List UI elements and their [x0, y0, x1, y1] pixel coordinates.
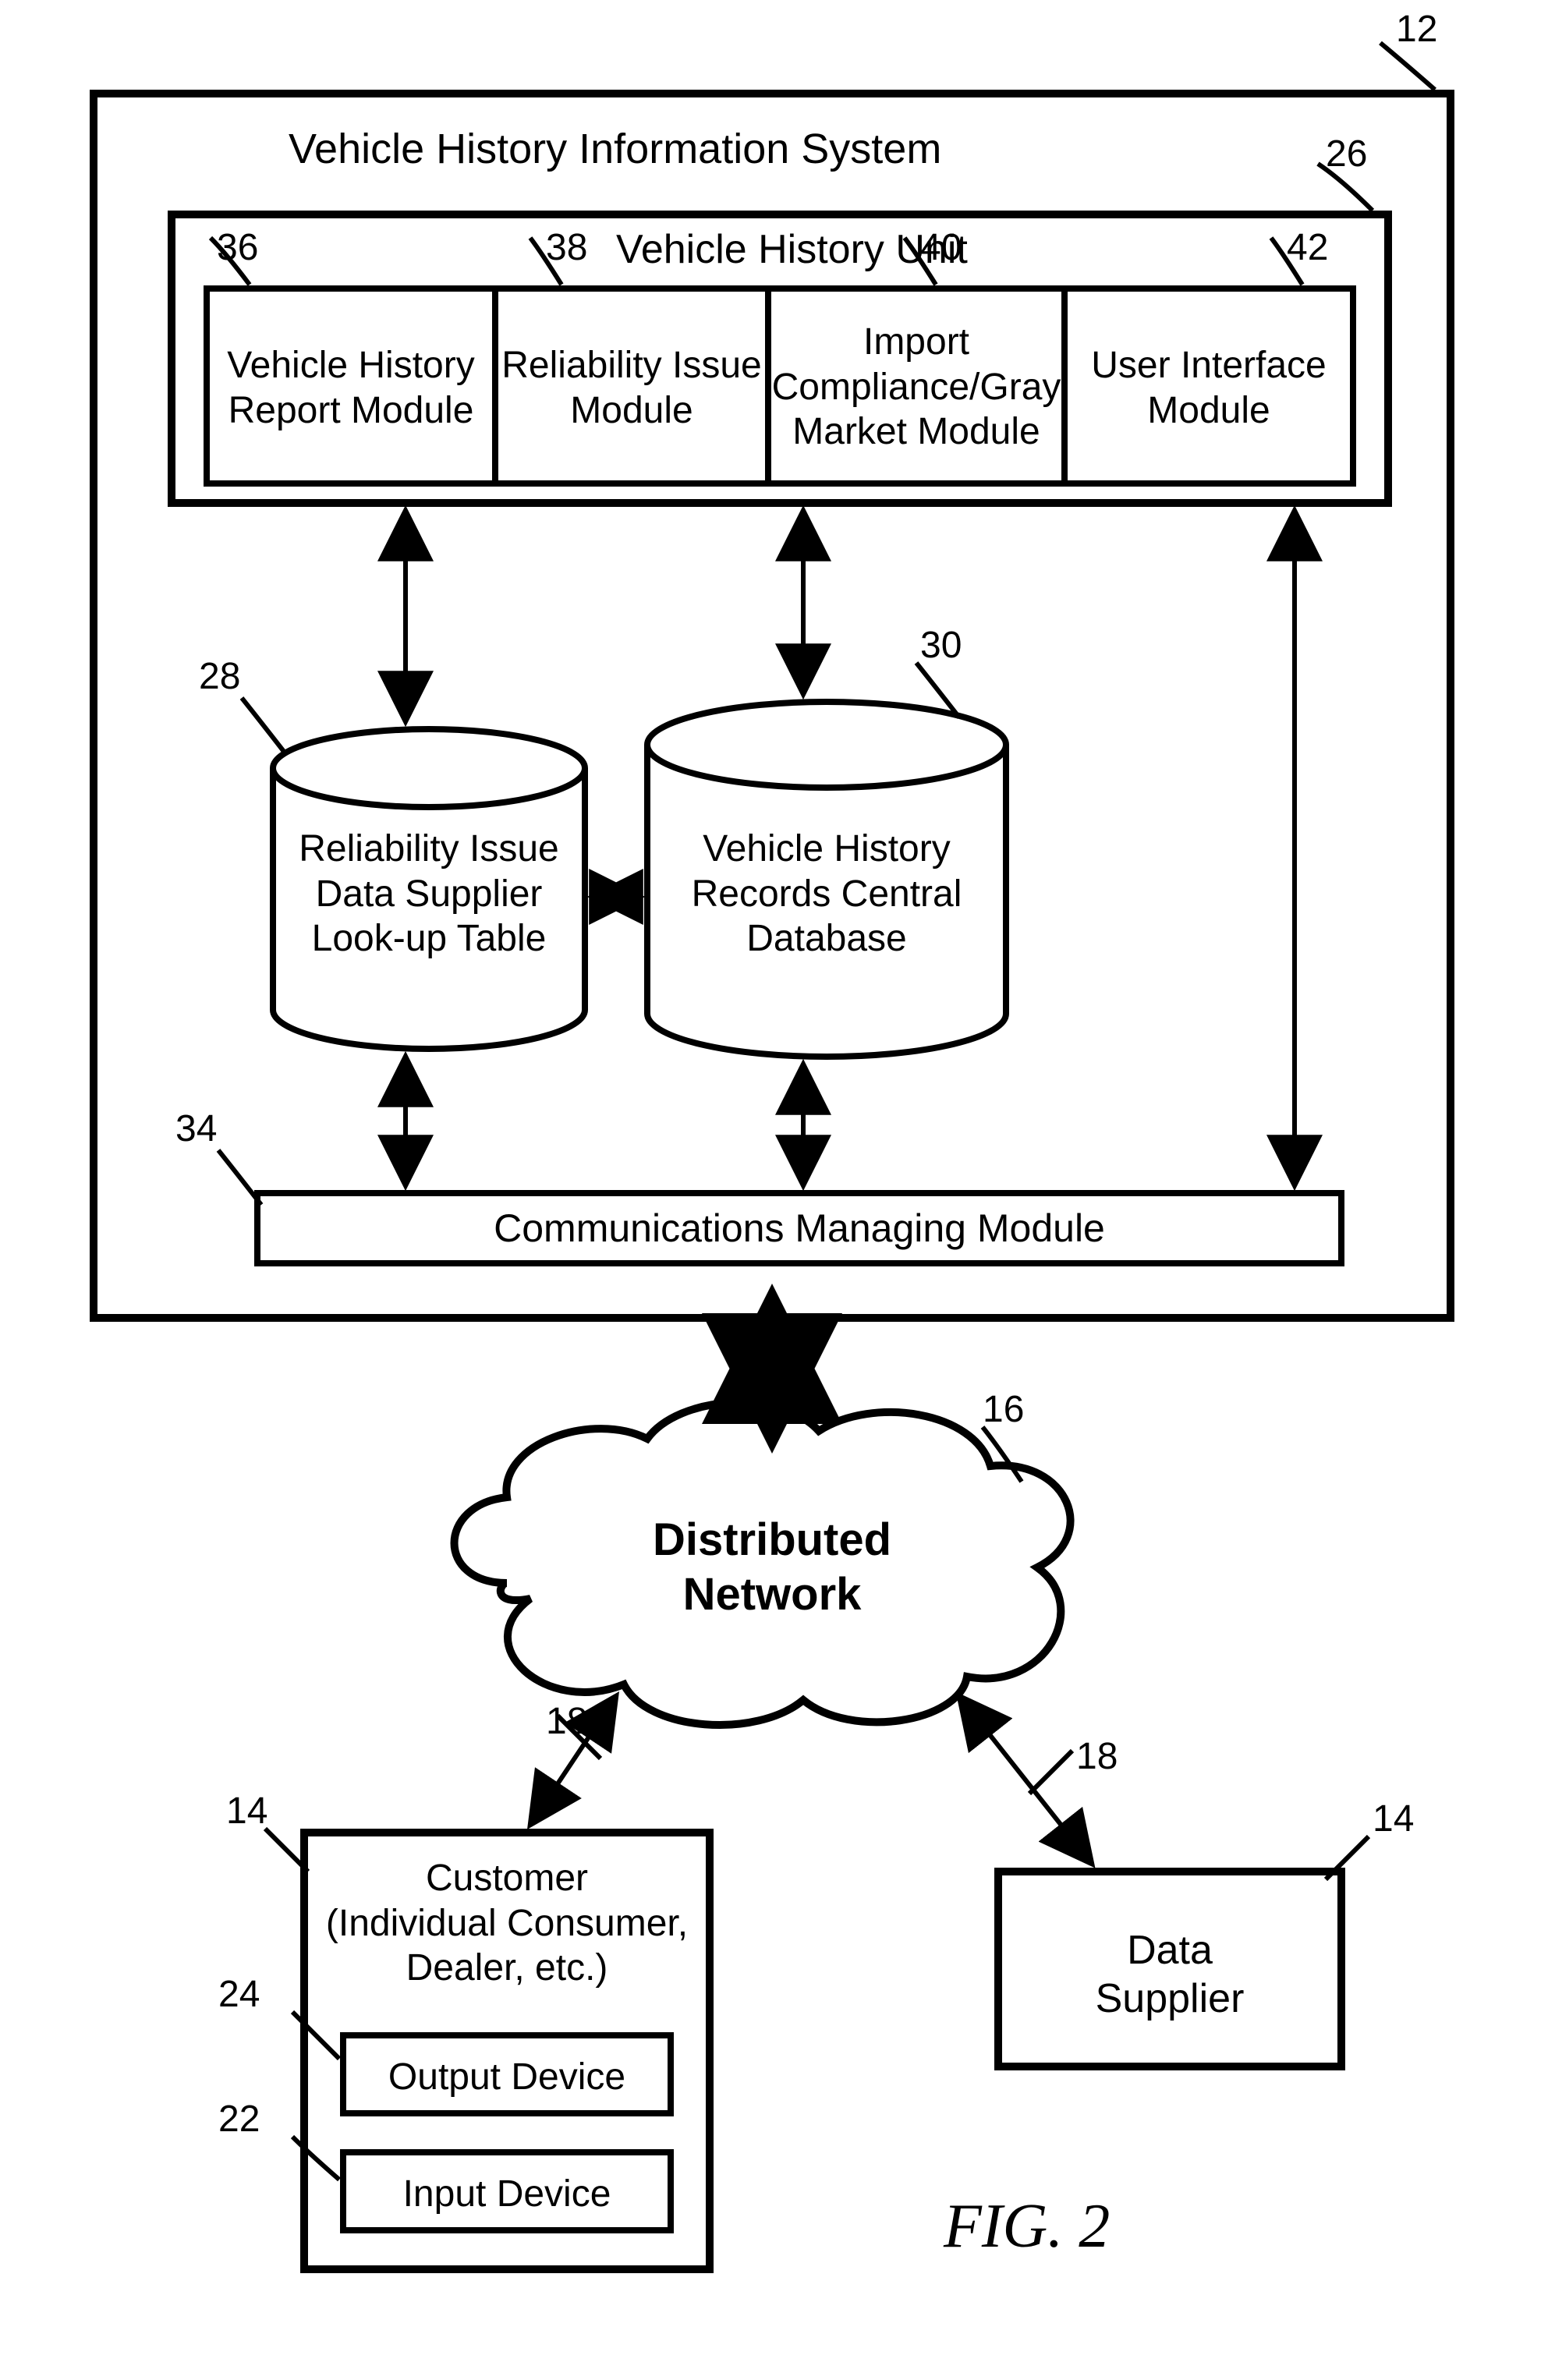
output-text: Output Device — [343, 2055, 671, 2100]
module-history-text: Vehicle History Report Module — [207, 343, 495, 433]
network-text: Distributed Network — [608, 1513, 936, 1621]
customer-text: Customer (Individual Consumer, Dealer, e… — [304, 1856, 710, 1991]
ref-central: 30 — [920, 624, 962, 667]
ref-mod-reliability: 38 — [546, 226, 587, 269]
ref-network: 16 — [983, 1388, 1024, 1431]
ref-mod-ui: 42 — [1287, 226, 1328, 269]
ref-customer: 14 — [226, 1790, 267, 1833]
ref-comm: 34 — [175, 1107, 217, 1150]
module-reliability-text: Reliability Issue Module — [495, 343, 768, 433]
ref-lookup: 28 — [199, 655, 240, 698]
ref-input: 22 — [218, 2098, 260, 2141]
comm-text: Communications Managing Module — [257, 1205, 1341, 1252]
lookup-text: Reliability Issue Data Supplier Look-up … — [273, 827, 585, 962]
module-import-text: Import Compliance/Gray Market Module — [768, 320, 1064, 455]
supplier-text: Data Supplier — [998, 1926, 1341, 2024]
input-text: Input Device — [343, 2172, 671, 2217]
ref-link-right: 18 — [1076, 1735, 1118, 1778]
ref-mod-import: 40 — [920, 226, 962, 269]
figure-label: FIG. 2 — [944, 2191, 1110, 2262]
module-ui-text: User Interface Module — [1064, 343, 1353, 433]
ref-mod-history: 36 — [217, 226, 258, 269]
title-system: Vehicle History Information System — [289, 125, 941, 173]
central-text: Vehicle History Records Central Database — [647, 827, 1006, 962]
ref-supplier: 14 — [1373, 1797, 1414, 1840]
ref-unit: 26 — [1326, 133, 1367, 175]
ref-system: 12 — [1396, 8, 1437, 51]
ref-output: 24 — [218, 1973, 260, 2016]
ref-link-left: 18 — [546, 1700, 587, 1743]
title-unit: Vehicle History Unit — [616, 226, 968, 273]
